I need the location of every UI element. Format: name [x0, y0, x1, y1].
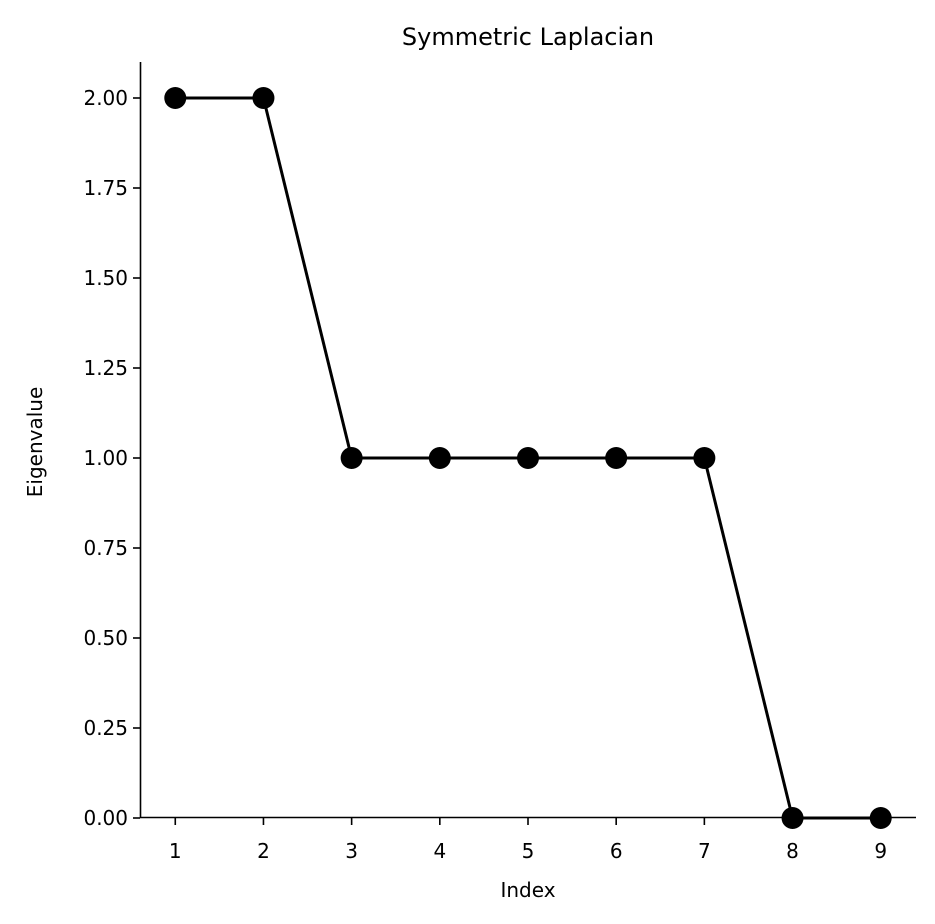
y-tick-label: 1.50 — [83, 266, 128, 290]
y-tick-label: 0.00 — [83, 806, 128, 830]
data-point — [781, 807, 804, 829]
y-tick-label: 0.50 — [83, 626, 128, 650]
x-tick-label: 6 — [610, 839, 623, 863]
data-point — [340, 447, 363, 469]
data-point — [605, 447, 628, 469]
data-point — [869, 807, 892, 829]
y-tick-label: 2.00 — [83, 86, 128, 110]
y-tick-label: 1.00 — [83, 446, 128, 470]
data-point — [693, 447, 716, 469]
data-point — [428, 447, 451, 469]
y-tick-label: 1.75 — [83, 176, 128, 200]
x-tick-label: 4 — [433, 839, 446, 863]
x-tick-label: 3 — [345, 839, 358, 863]
x-tick-label: 2 — [257, 839, 270, 863]
data-point — [164, 87, 187, 109]
y-tick-label: 0.75 — [83, 536, 128, 560]
chart-title: Symmetric Laplacian — [402, 23, 654, 51]
x-tick-label: 8 — [786, 839, 799, 863]
x-tick-label: 1 — [169, 839, 182, 863]
y-axis-ticks: 0.00 0.25 0.50 0.75 1.00 1.25 1.50 1.75 2.00 — [83, 86, 140, 830]
x-axis-label: Index — [500, 878, 555, 902]
data-point — [252, 87, 275, 109]
series-markers — [164, 87, 892, 829]
y-tick-label: 1.25 — [83, 356, 128, 380]
x-tick-label: 7 — [698, 839, 711, 863]
data-point — [517, 447, 539, 469]
x-tick-label: 9 — [874, 839, 887, 863]
x-axis-ticks: 1 2 3 4 5 6 7 8 9 — [169, 818, 887, 863]
x-tick-label: 5 — [522, 839, 535, 863]
y-axis-label: Eigenvalue — [23, 387, 47, 498]
y-tick-label: 0.25 — [83, 716, 128, 740]
